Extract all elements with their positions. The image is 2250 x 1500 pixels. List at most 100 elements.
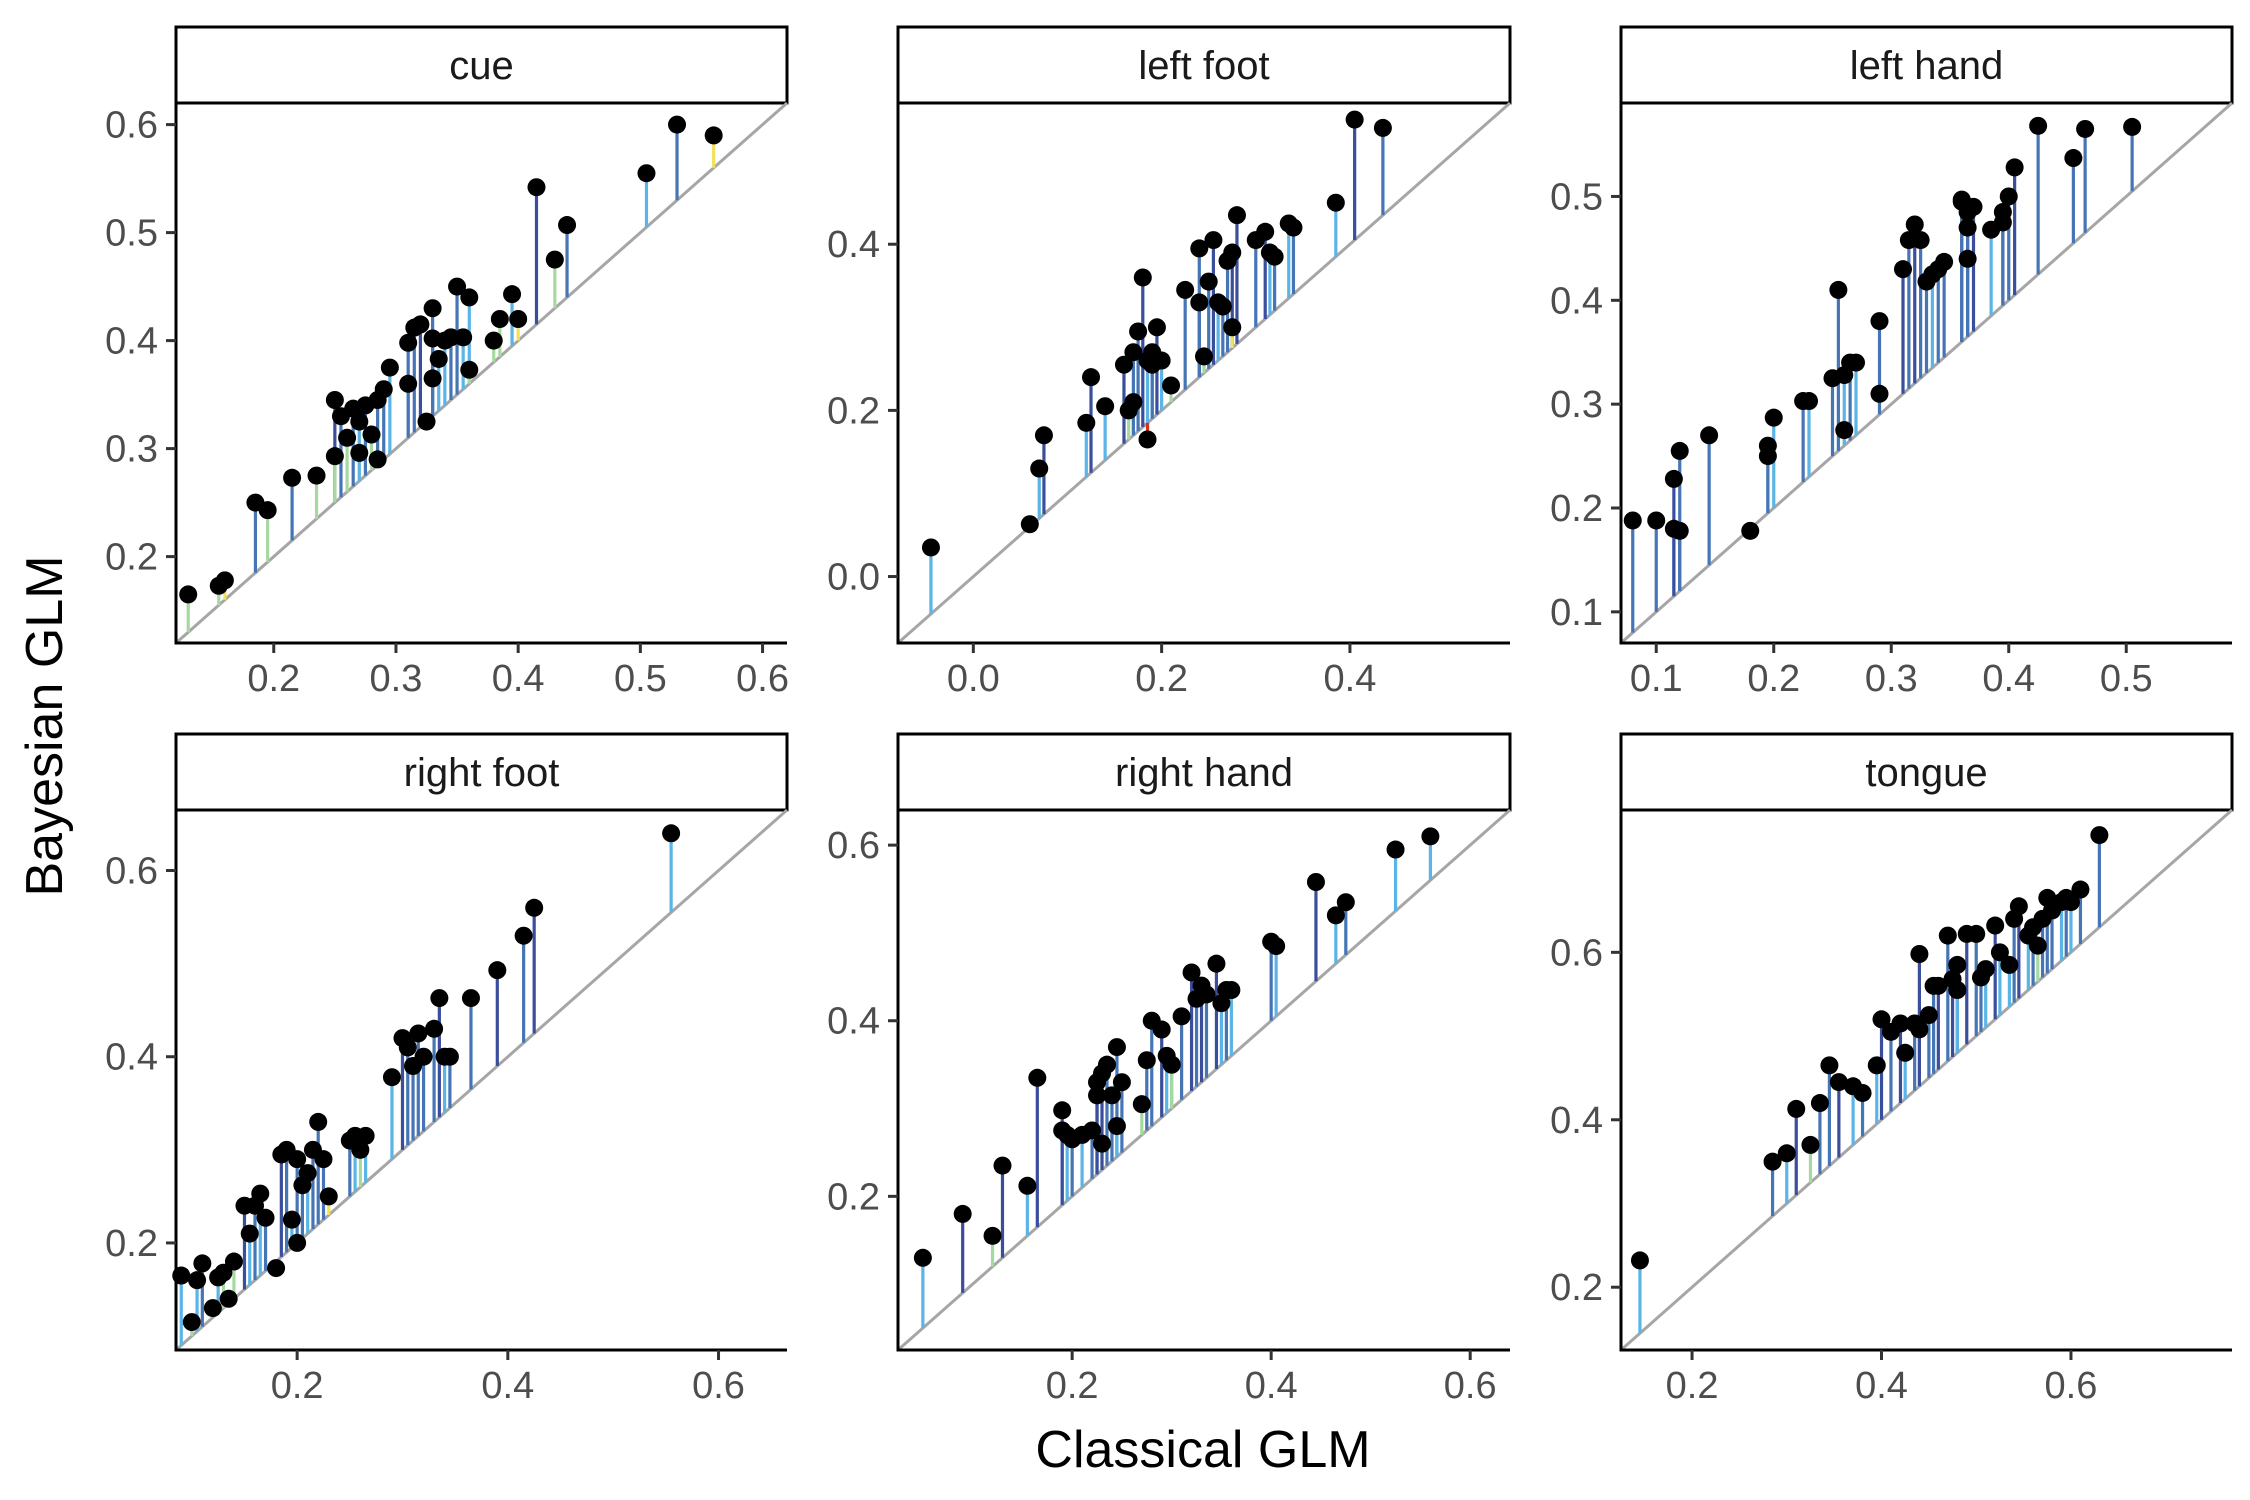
data-point [1207, 954, 1226, 973]
data-point [256, 1208, 275, 1227]
data-point [1764, 408, 1783, 427]
data-point [1758, 447, 1777, 466]
x-tick-label: 0.4 [1245, 1365, 1298, 1407]
data-point [1088, 1086, 1107, 1105]
data-point [1162, 376, 1181, 395]
data-point [350, 443, 369, 462]
data-point [2029, 116, 2048, 135]
data-point [2028, 936, 2047, 955]
data-point [362, 425, 381, 444]
data-point [2123, 117, 2142, 136]
data-point [423, 369, 442, 388]
y-tick-label: 0.4 [827, 224, 880, 266]
data-point [1190, 293, 1209, 312]
data-point [1107, 1038, 1126, 1057]
data-point [1763, 1152, 1782, 1171]
data-point [1847, 353, 1865, 372]
data-point [1787, 1099, 1806, 1118]
data-point [1267, 937, 1286, 956]
data-point [338, 428, 357, 447]
x-tick-label: 0.3 [370, 658, 423, 700]
data-point [1020, 515, 1039, 534]
strip-label: tongue [1865, 751, 1987, 795]
data-point [509, 310, 528, 328]
data-point [1190, 239, 1209, 258]
strip-box [896, 732, 1512, 812]
data-point [1993, 213, 2012, 232]
data-point [1129, 322, 1148, 341]
x-tick-label: 0.2 [247, 658, 300, 700]
data-point [1867, 1056, 1886, 1075]
data-point [203, 1299, 222, 1318]
data-point [1030, 459, 1049, 478]
x-tick-label: 0.6 [736, 658, 789, 700]
strip-label: left hand [1850, 44, 2003, 88]
data-point [1919, 1006, 1938, 1025]
data-point [325, 391, 344, 409]
data-point [1082, 368, 1101, 387]
data-point [1373, 118, 1392, 137]
x-tick-label: 0.3 [1865, 658, 1918, 700]
data-point [193, 1254, 212, 1273]
data-point [399, 333, 418, 352]
data-point [662, 824, 681, 843]
data-point [1894, 260, 1912, 279]
data-point [514, 926, 533, 945]
x-tick-label: 0.5 [2100, 658, 2153, 700]
data-point [1102, 1086, 1121, 1105]
x-tick-label: 0.6 [2045, 1365, 2098, 1407]
y-tick-label: 0.6 [1550, 932, 1603, 974]
x-tick-label: 0.2 [271, 1365, 324, 1407]
data-point [356, 1126, 375, 1145]
data-point [1176, 280, 1195, 299]
data-point [2000, 955, 2019, 974]
data-point [224, 1252, 243, 1271]
data-point [1777, 1144, 1796, 1163]
x-tick-label: 0.0 [947, 658, 1000, 700]
data-point [2005, 158, 2024, 177]
x-tick-label: 0.6 [1444, 1365, 1497, 1407]
data-point [1182, 963, 1201, 982]
y-tick-label: 0.0 [827, 557, 880, 599]
data-point [993, 1156, 1012, 1175]
y-tick-label: 0.4 [1550, 280, 1603, 322]
data-point [1820, 1056, 1839, 1075]
data-point [1197, 985, 1216, 1004]
data-point [1138, 430, 1157, 449]
strip-box [1619, 25, 2234, 105]
data-point [1133, 268, 1152, 287]
data-point [267, 1259, 286, 1278]
data-point [1700, 426, 1719, 445]
data-point [1623, 511, 1642, 530]
data-point [319, 1187, 338, 1206]
data-point [460, 288, 479, 307]
data-point [1801, 1135, 1820, 1154]
data-point [1670, 441, 1689, 460]
data-point [1345, 110, 1364, 129]
data-point [1018, 1176, 1037, 1195]
y-tick-label: 0.6 [105, 851, 158, 893]
data-point [282, 1210, 301, 1229]
data-point [1112, 1073, 1131, 1092]
x-tick-label: 0.4 [1855, 1365, 1908, 1407]
data-point [1256, 222, 1275, 241]
data-point [298, 1164, 317, 1183]
data-point [1990, 943, 2009, 962]
panel-tongue: tongue 0.2 0.4 0.6 0.2 0.4 0.6 [1550, 732, 2234, 1407]
data-point [2076, 119, 2095, 138]
data-point [1132, 1095, 1151, 1114]
y-tick-label: 0.4 [1550, 1100, 1603, 1142]
data-point [182, 1313, 201, 1332]
data-point [704, 126, 723, 145]
data-point [398, 1038, 417, 1057]
data-point [1891, 1014, 1910, 1033]
data-point [1800, 392, 1818, 411]
data-point [1741, 521, 1760, 540]
y-tick-label: 0.2 [1550, 488, 1603, 530]
data-point [2009, 897, 2028, 916]
data-point [484, 331, 503, 350]
y-tick-label: 0.2 [827, 390, 880, 432]
x-tick-label: 0.4 [1324, 658, 1377, 700]
data-point [983, 1226, 1002, 1245]
data-point [1829, 1073, 1848, 1092]
